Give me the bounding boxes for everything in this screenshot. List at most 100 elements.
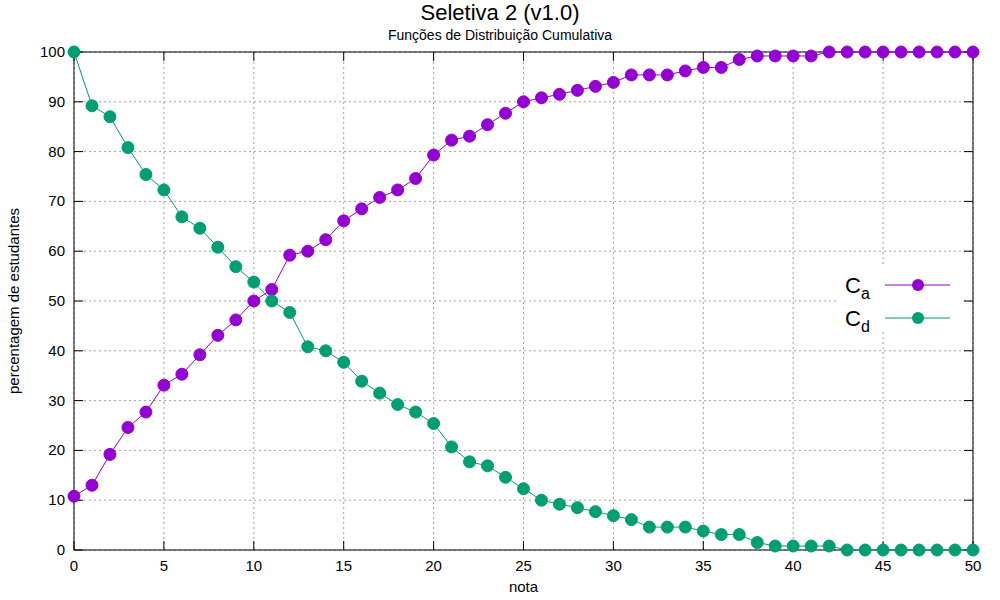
data-point: [931, 544, 943, 556]
y-tick-label: 90: [48, 93, 65, 110]
x-grid-line: [433, 52, 434, 550]
data-point: [122, 421, 134, 433]
data-point: [158, 379, 170, 391]
data-point: [949, 46, 961, 58]
data-point: [859, 544, 871, 556]
x-tick: [343, 541, 344, 550]
data-point: [284, 249, 296, 261]
data-point: [751, 50, 763, 62]
x-tick-label: 25: [515, 557, 532, 574]
series-line: [74, 52, 973, 550]
data-point: [949, 544, 961, 556]
data-point: [122, 142, 134, 154]
data-point: [895, 544, 907, 556]
data-point: [643, 69, 655, 81]
y-tick: [964, 251, 973, 252]
y-tick: [964, 151, 973, 152]
data-point: [697, 61, 709, 73]
data-point: [661, 521, 673, 533]
data-point: [446, 134, 458, 146]
y-tick-label: 30: [48, 392, 65, 409]
data-point: [266, 295, 278, 307]
data-point: [967, 544, 979, 556]
series-line: [74, 52, 973, 496]
y-tick: [964, 450, 973, 451]
y-grid-line: [74, 251, 973, 252]
data-point: [248, 276, 260, 288]
x-tick-label: 50: [965, 557, 982, 574]
data-point: [571, 502, 583, 514]
x-tick: [433, 52, 434, 61]
data-point: [535, 92, 547, 104]
x-tick: [703, 52, 704, 61]
data-point: [715, 529, 727, 541]
x-tick-label: 30: [605, 557, 622, 574]
data-point: [787, 540, 799, 552]
x-tick-label: 40: [785, 557, 802, 574]
y-tick-label: 10: [48, 491, 65, 508]
y-grid-line: [74, 500, 973, 501]
legend-marker: [912, 279, 924, 291]
y-axis-label: percentagem de estudantes: [5, 208, 22, 394]
data-point: [392, 399, 404, 411]
data-point: [212, 329, 224, 341]
data-point: [68, 46, 80, 58]
x-tick: [613, 541, 614, 550]
y-tick-label: 0: [57, 541, 65, 558]
y-tick: [964, 500, 973, 501]
data-point: [715, 61, 727, 73]
x-tick: [613, 52, 614, 61]
y-tick-label: 70: [48, 192, 65, 209]
data-point: [500, 107, 512, 119]
data-point: [733, 529, 745, 541]
x-tick-label: 5: [160, 557, 168, 574]
data-point: [338, 356, 350, 368]
data-point: [625, 514, 637, 526]
data-point: [733, 53, 745, 65]
y-tick: [74, 101, 83, 102]
data-point: [769, 540, 781, 552]
data-point: [104, 111, 116, 123]
data-point: [338, 215, 350, 227]
x-tick: [523, 52, 524, 61]
data-point: [679, 65, 691, 77]
x-tick: [253, 541, 254, 550]
data-point: [607, 510, 619, 522]
data-point: [877, 544, 889, 556]
x-tick: [433, 541, 434, 550]
data-point: [823, 46, 835, 58]
x-tick-label: 15: [335, 557, 352, 574]
data-point: [86, 479, 98, 491]
data-point: [553, 498, 565, 510]
data-point: [643, 521, 655, 533]
data-point: [464, 130, 476, 142]
data-point: [464, 456, 476, 468]
data-point: [410, 172, 422, 184]
data-point: [500, 471, 512, 483]
data-point: [140, 406, 152, 418]
data-point: [913, 544, 925, 556]
y-tick-label: 20: [48, 441, 65, 458]
data-point: [805, 50, 817, 62]
chart: Seletiva 2 (v1.0)Funções de Distribuição…: [0, 0, 1000, 600]
y-tick: [964, 201, 973, 202]
data-point: [823, 540, 835, 552]
y-grid-line: [74, 201, 973, 202]
data-point: [787, 50, 799, 62]
x-grid-line: [703, 52, 704, 550]
y-tick: [74, 251, 83, 252]
y-tick-label: 60: [48, 242, 65, 259]
y-tick-label: 50: [48, 292, 65, 309]
data-point: [86, 100, 98, 112]
data-point: [769, 50, 781, 62]
title: Seletiva 2 (v1.0): [421, 0, 580, 25]
data-point: [751, 537, 763, 549]
plot-area: [68, 46, 979, 556]
legend-label: Cd: [845, 306, 870, 335]
data-point: [356, 375, 368, 387]
data-point: [518, 96, 530, 108]
data-point: [230, 261, 242, 273]
data-point: [302, 245, 314, 257]
data-point: [266, 284, 278, 296]
x-grid-line: [523, 52, 524, 550]
